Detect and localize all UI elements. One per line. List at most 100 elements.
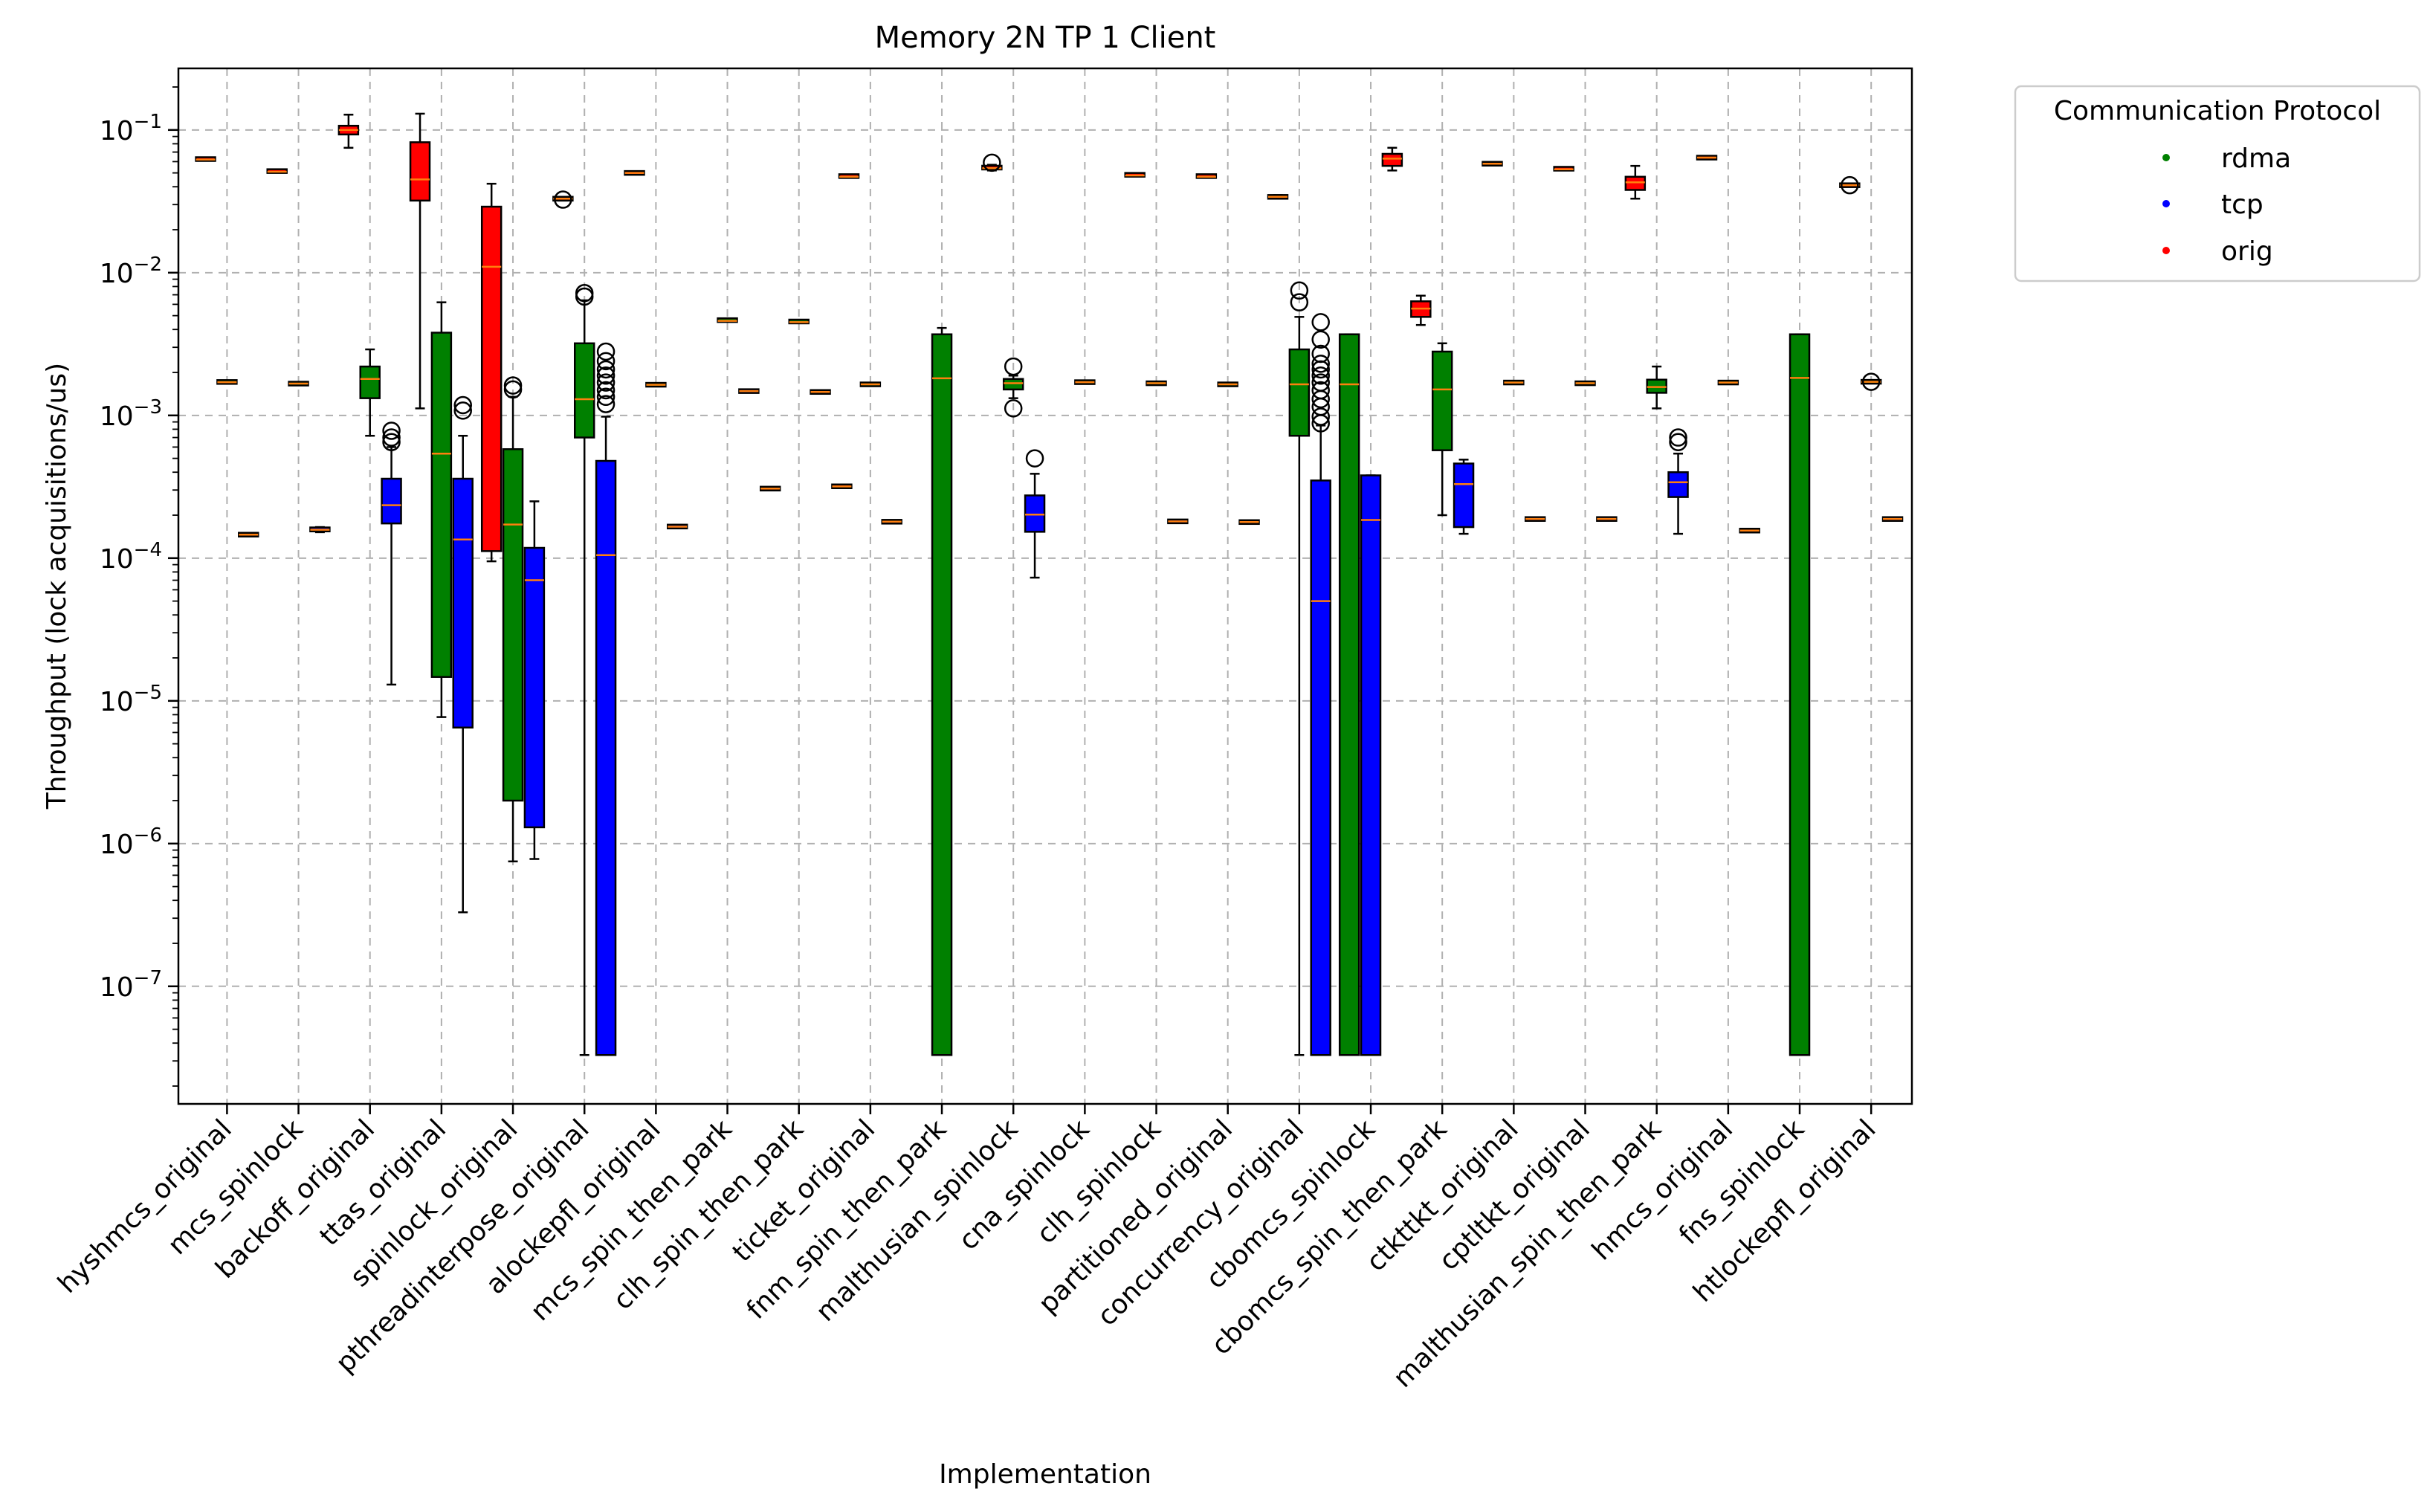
box-body: [1667, 471, 1689, 498]
legend-frame: [2014, 85, 2421, 282]
box-body: [409, 141, 431, 202]
outlier-point: [596, 387, 615, 407]
legend-entry-rdma: rdma: [2162, 143, 2291, 174]
box-hmcs_original-rdma: [1717, 379, 1739, 386]
box-ttas_original-rdma: [430, 301, 453, 718]
legend-title: Communication Protocol: [2054, 96, 2381, 126]
box-ticket_original-orig: [838, 173, 860, 179]
box-body: [1002, 378, 1024, 391]
box-hmcs_original-tcp: [1739, 528, 1760, 534]
box-cptltkt_original-tcp: [1596, 516, 1618, 522]
box-ctkttkt_original-orig: [1482, 161, 1503, 167]
box-body: [502, 448, 524, 802]
box-clh_spin_then_park-rdma: [788, 318, 810, 325]
box-clh_spin_then_park-orig: [831, 483, 853, 489]
outlier-point: [983, 153, 1001, 172]
box-hmcs_original-orig: [1696, 155, 1718, 161]
box-pthreadinterpose_original-tcp: [595, 342, 617, 1056]
box-body: [452, 477, 474, 728]
outlier-point: [575, 283, 594, 303]
legend: Communication Protocol rdma tcp orig: [2014, 85, 2421, 282]
box-ttas_original-tcp: [452, 395, 474, 914]
box-mcs_spinlock-rdma: [288, 381, 309, 387]
outlier-point: [1311, 381, 1330, 400]
box-spinlock_original-tcp: [523, 500, 546, 860]
outlier-point: [453, 401, 472, 420]
outlier-point: [453, 395, 472, 415]
y-tick-label-6: 10−1: [100, 111, 162, 146]
legend-label-rdma: rdma: [2221, 143, 2291, 174]
box-body: [931, 333, 953, 1056]
box-htlockepfl_original-orig: [1839, 175, 1861, 195]
box-clh_spinlock-orig: [1124, 172, 1146, 178]
box-body: [1381, 152, 1403, 167]
box-malthusian_spinlock-rdma: [1002, 357, 1024, 418]
outlier-point: [596, 352, 615, 371]
y-tick-label-4: 10−3: [100, 396, 162, 432]
box-body: [1338, 333, 1360, 1056]
box-hyshmcs_original-rdma: [216, 379, 238, 385]
box-cbomcs_spin_then_park-tcp: [1453, 459, 1475, 535]
box-htlockepfl_original-rdma: [1860, 372, 1882, 391]
box-body: [480, 205, 503, 552]
box-spinlock_original-rdma: [502, 376, 524, 863]
legend-label-orig: orig: [2221, 236, 2273, 267]
outlier-point: [1004, 357, 1023, 376]
outlier-point: [554, 190, 572, 209]
box-spinlock_original-orig: [480, 182, 503, 563]
box-mcs_spinlock-tcp: [309, 526, 331, 534]
box-cbomcs_spinlock-tcp: [1360, 474, 1382, 1056]
chart-title: Memory 2N TP 1 Client: [875, 21, 1216, 55]
y-tick-label-0: 10−7: [100, 967, 162, 1003]
box-body: [1431, 350, 1453, 451]
box-fns_spinlock-rdma: [1789, 333, 1811, 1056]
box-clh_spin_then_park-tcp: [810, 389, 831, 395]
box-concurrency_original-orig: [1267, 194, 1289, 200]
outlier-point: [596, 366, 615, 385]
box-series: [195, 112, 1904, 1056]
outlier-point: [1311, 313, 1330, 332]
outlier-point: [596, 395, 615, 413]
box-partitioned_original-rdma: [1217, 381, 1238, 387]
legend-entry-tcp: tcp: [2162, 190, 2264, 220]
box-hyshmcs_original-tcp: [238, 532, 259, 538]
box-alockepfl_original-tcp: [666, 523, 688, 530]
box-malthusian_spin_then_park-rdma: [1646, 365, 1667, 410]
box-malthusian_spinlock-orig: [981, 153, 1003, 172]
box-body: [1624, 175, 1647, 191]
outlier-point: [1861, 372, 1881, 391]
box-ticket_original-rdma: [859, 381, 882, 387]
box-alockepfl_original-rdma: [645, 381, 667, 388]
outlier-point: [1841, 175, 1859, 195]
box-pthreadinterpose_original-orig: [552, 190, 574, 209]
box-body: [595, 459, 617, 1056]
box-cptltkt_original-orig: [1553, 166, 1574, 172]
y-axis-label: Throughput (lock acquisitions/us): [42, 363, 72, 810]
y-tick-label-5: 10−2: [100, 253, 162, 289]
outlier-point: [596, 381, 615, 400]
outlier-point: [1290, 293, 1309, 311]
outlier-point: [1004, 399, 1023, 418]
box-mcs_spin_then_park-tcp: [738, 388, 760, 394]
box-mcs_spin_then_park-orig: [760, 485, 781, 492]
y-tick-label-3: 10−4: [100, 539, 162, 575]
box-body: [523, 546, 546, 829]
box-mcs_spin_then_park-rdma: [717, 317, 738, 323]
box-body: [1310, 479, 1331, 1056]
box-body: [1024, 494, 1046, 533]
box-ctkttkt_original-tcp: [1524, 516, 1546, 522]
box-malthusian_spinlock-tcp: [1024, 449, 1046, 579]
box-ctkttkt_original-rdma: [1503, 379, 1525, 386]
box-clh_spinlock-tcp: [1167, 518, 1189, 525]
x-axis-label: Implementation: [939, 1459, 1151, 1490]
box-clh_spinlock-rdma: [1146, 380, 1167, 387]
outlier-point: [1311, 407, 1330, 426]
plot-frame: [177, 67, 1913, 1105]
box-mcs_spinlock-orig: [266, 168, 288, 174]
box-partitioned_original-tcp: [1238, 519, 1260, 526]
box-partitioned_original-orig: [1195, 173, 1218, 179]
y-tick-label-2: 10−5: [100, 682, 162, 717]
box-backoff_original-orig: [337, 113, 360, 149]
box-body: [1453, 462, 1475, 529]
